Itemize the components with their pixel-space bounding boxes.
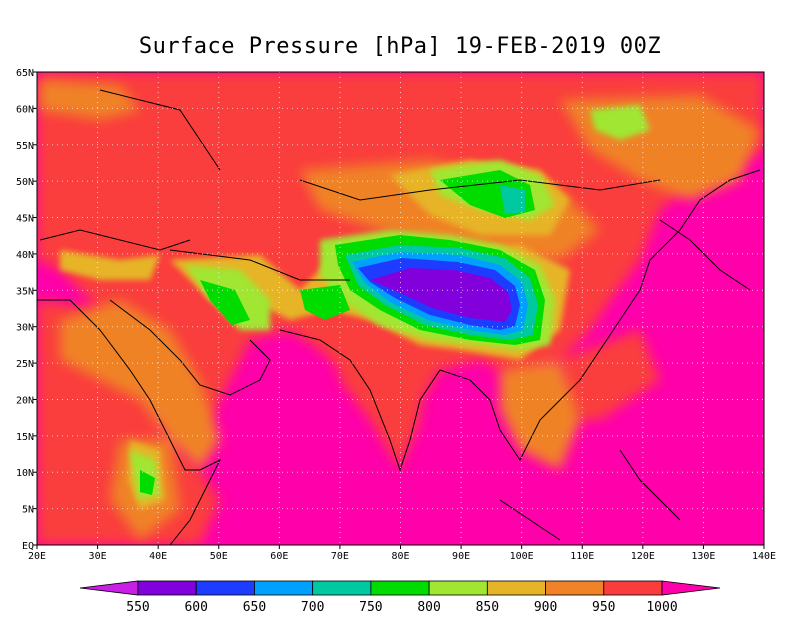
colorbar-swatch xyxy=(137,580,197,596)
y-tick-label: 15N xyxy=(16,432,34,443)
y-tick-label: 40N xyxy=(16,250,34,261)
x-tick-label: 80E xyxy=(391,551,409,562)
x-tick-label: 140E xyxy=(752,551,776,562)
y-tick-label: 20N xyxy=(16,395,34,406)
x-tick-label: 90E xyxy=(452,551,470,562)
x-tick-label: 30E xyxy=(89,551,107,562)
colorbar-label: 800 xyxy=(417,600,440,615)
y-tick-label: 10N xyxy=(16,468,34,479)
colorbar-swatch xyxy=(545,580,605,596)
y-tick-label: 5N xyxy=(22,505,34,516)
colorbar: 550 600 650 700 750 800 850 900 950 1000 xyxy=(79,580,721,615)
x-tick-label: 20E xyxy=(28,551,46,562)
colorbar-label: 900 xyxy=(534,600,557,615)
colorbar-swatch xyxy=(312,580,372,596)
x-tick-label: 70E xyxy=(331,551,349,562)
y-tick-label: 30N xyxy=(16,323,34,334)
colorbar-swatch xyxy=(254,580,314,596)
lat-lon-grid xyxy=(37,72,764,545)
y-tick-label: 50N xyxy=(16,177,34,188)
colorbar-label: 850 xyxy=(476,600,499,615)
x-axis-ticks: 20E 30E 40E 50E 60E 70E 80E 90E 100E 110E 120E 130E… xyxy=(28,545,776,562)
purple-region xyxy=(370,268,512,322)
x-tick-label: 40E xyxy=(149,551,167,562)
colorbar-under-triangle xyxy=(79,580,139,596)
colorbar-swatch xyxy=(486,580,546,596)
colorbar-label: 600 xyxy=(184,600,207,615)
x-tick-label: 60E xyxy=(270,551,288,562)
colorbar-label: 650 xyxy=(243,600,266,615)
colorbar-swatch xyxy=(370,580,430,596)
colorbar-swatch xyxy=(195,580,255,596)
colorbar-label: 950 xyxy=(592,600,615,615)
y-tick-label: 25N xyxy=(16,359,34,370)
x-tick-label: 130E xyxy=(691,551,715,562)
y-axis-ticks: EQ 5N 10N 15N 20N 25N 30N 35N 40N 45N 50N 55N 60N 65N xyxy=(16,68,37,552)
colorbar-swatch xyxy=(428,580,488,596)
y-tick-label: 35N xyxy=(16,286,34,297)
x-tick-label: 50E xyxy=(210,551,228,562)
colorbar-label: 700 xyxy=(301,600,324,615)
colorbar-label: 750 xyxy=(359,600,382,615)
pressure-field xyxy=(37,72,764,545)
y-tick-label: EQ xyxy=(22,541,34,552)
x-tick-label: 120E xyxy=(631,551,655,562)
y-tick-label: 55N xyxy=(16,141,34,152)
y-tick-label: 65N xyxy=(16,68,34,79)
colorbar-over-triangle xyxy=(661,580,721,596)
x-tick-label: 100E xyxy=(510,551,534,562)
y-tick-label: 60N xyxy=(16,104,34,115)
x-tick-label: 110E xyxy=(570,551,594,562)
colorbar-label: 1000 xyxy=(646,600,677,615)
colorbar-swatch xyxy=(603,580,663,596)
coastlines xyxy=(37,89,761,545)
y-tick-label: 45N xyxy=(16,214,34,225)
map-title: Surface Pressure [hPa] 19-FEB-2019 00Z xyxy=(138,34,662,59)
colorbar-label: 550 xyxy=(126,600,149,615)
